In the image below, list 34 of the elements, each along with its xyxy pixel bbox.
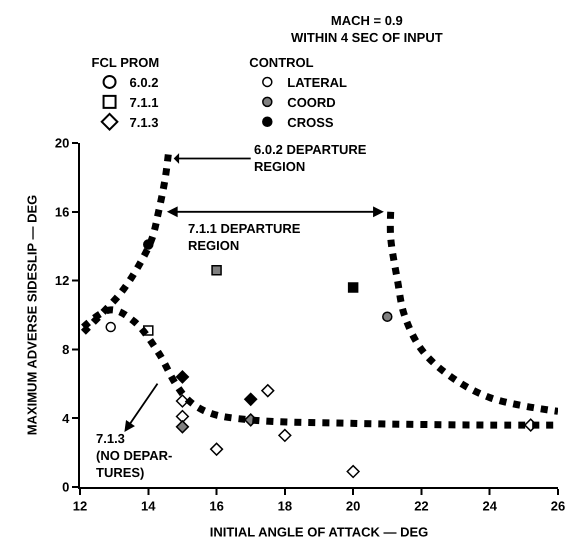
x-tick-label: 26 [550, 498, 566, 514]
legend-label: 6.0.2 [130, 75, 158, 90]
legend-label: LATERAL [287, 75, 348, 90]
x-tick-label: 18 [278, 498, 292, 514]
x-axis-title: INITIAL ANGLE OF ATTACK — DEG [210, 524, 428, 540]
x-tick-label: 22 [414, 498, 429, 514]
x-tick-label: 12 [72, 498, 88, 514]
legend-label: 7.1.1 [130, 94, 158, 110]
point [176, 410, 190, 424]
y-tick-label: 0 [62, 480, 70, 495]
chart-subtitle: WITHIN 4 SEC OF INPUT [291, 30, 443, 45]
point [346, 464, 360, 478]
legend-label: COORD [287, 94, 336, 110]
x-tick-label: 14 [141, 498, 156, 514]
annotation: 7.1.3 (NO DEPAR- TURES) [96, 431, 172, 480]
y-tick-label: 12 [54, 273, 70, 288]
legend-label: CROSS [287, 114, 334, 130]
y-tick-label: 8 [62, 342, 70, 357]
chart-title: MACH = 0.9 [330, 13, 403, 28]
x-tick-label: 16 [209, 498, 224, 514]
y-axis-title: MAXIMUM ADVERSE SIDESLIP — DEG [24, 194, 40, 436]
text: FCL PROM [92, 55, 160, 70]
y-tick-label: 4 [62, 410, 70, 426]
text: CONTROL [249, 55, 314, 70]
x-tick-label: 24 [482, 498, 498, 514]
point [210, 442, 224, 456]
legend-label: 7.1.3 [130, 114, 158, 130]
y-tick-label: 20 [54, 136, 70, 151]
annotation: 6.0.2 DEPARTURE REGION [254, 142, 367, 174]
annotation: 7.1.1 DEPARTURE REGION [188, 221, 301, 253]
point [261, 384, 274, 398]
point [278, 428, 292, 442]
x-tick-label: 20 [346, 498, 360, 514]
y-tick-label: 16 [54, 204, 70, 220]
